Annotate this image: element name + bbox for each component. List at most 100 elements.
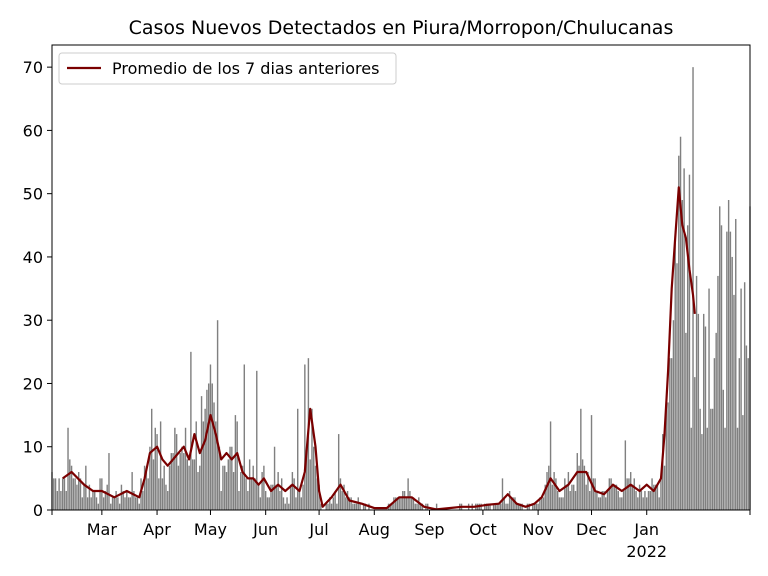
daily-case-bar [352,503,354,510]
daily-case-bar [318,484,320,510]
daily-case-bar [394,497,397,510]
daily-case-bar [95,497,98,510]
daily-case-bar [571,484,573,510]
daily-case-bar [118,503,121,510]
daily-case-bar [131,472,133,510]
daily-case-bar [254,478,256,510]
daily-case-bar [489,503,491,510]
daily-case-bar [65,491,67,510]
daily-case-bar [291,472,294,510]
daily-case-bar [651,478,653,510]
daily-case-bar [289,484,292,510]
daily-case-bar [129,497,132,510]
daily-case-bar [686,225,689,510]
daily-case-bar [537,503,539,510]
daily-case-bar [635,491,637,510]
daily-case-bar [485,503,488,510]
y-tick-label: 0 [33,501,43,520]
daily-case-bar [695,275,698,510]
daily-case-bar [161,478,164,510]
daily-case-bar [656,484,659,510]
daily-case-bar [200,396,203,510]
x-axis: Mar Apr May Jun Jul Aug Sep Oct Nov Dec Jan 2022 [51,510,751,561]
daily-case-bar [320,503,322,510]
daily-case-bar [612,484,614,510]
daily-case-bar [532,503,534,510]
daily-case-bar [410,497,413,510]
daily-case-bar [154,427,156,510]
daily-case-bar [268,497,270,510]
daily-case-bar [544,484,546,510]
daily-case-bar [204,408,206,510]
daily-case-bar [111,497,114,510]
daily-case-bar [225,472,228,510]
daily-case-bar [405,497,408,510]
daily-case-bar [610,478,612,510]
daily-case-bar [293,478,295,510]
daily-case-bar [558,497,561,510]
daily-case-bar [108,453,110,510]
daily-case-bar [642,497,644,510]
daily-case-bar [165,484,167,510]
daily-case-bar [608,478,611,510]
daily-case-bar [177,465,180,510]
daily-case-bar [512,497,514,510]
daily-case-bar [231,446,233,510]
daily-case-bar [542,497,545,510]
daily-case-bar [500,503,502,510]
daily-case-bar [138,503,140,510]
daily-case-bar [362,503,365,510]
daily-case-bar [211,383,213,510]
daily-case-bar [280,478,283,510]
daily-case-bar [136,497,139,510]
x-tick-label: May [194,520,227,539]
daily-case-bar [654,484,657,510]
daily-case-bar [213,402,215,510]
daily-case-bar [309,459,311,510]
daily-case-bar [498,503,500,510]
daily-case-bar [216,320,219,510]
daily-case-bar [742,415,744,510]
daily-case-bar [487,503,489,510]
daily-case-bar [745,345,748,510]
daily-case-bar [175,434,178,510]
daily-case-bar [560,497,562,510]
daily-case-bar [316,478,319,510]
daily-case-bar [710,408,712,510]
daily-case-bar [305,453,308,510]
seven-day-average-line [62,186,696,511]
daily-case-bar [535,503,538,510]
daily-case-bar [343,484,345,510]
daily-case-bar [69,459,71,510]
daily-case-bar [282,497,285,510]
daily-case-bar [188,465,190,510]
daily-case-bar [590,415,593,510]
daily-case-bar [149,446,151,510]
daily-case-bar [533,503,536,510]
daily-case-bar [507,503,509,510]
daily-case-bar [295,497,297,510]
daily-case-bar [181,446,183,510]
daily-case-bar [353,503,356,510]
daily-case-bar [569,491,571,510]
daily-case-bar [514,497,516,510]
daily-case-bar [364,503,367,510]
daily-case-bar [403,491,406,510]
daily-case-bar [257,484,260,510]
daily-case-bar [585,484,587,510]
daily-case-bar [202,421,205,510]
daily-case-bar [581,459,584,510]
daily-case-bar [90,497,92,510]
daily-case-bar [286,497,288,510]
daily-case-bar [638,484,641,510]
daily-case-bar [646,497,648,510]
daily-case-bar [143,465,146,510]
daily-case-bar [288,503,290,510]
daily-case-bar [94,491,96,510]
daily-case-bar [540,497,543,510]
daily-case-bar [134,497,137,510]
daily-case-bar [516,503,518,510]
daily-case-bar [722,389,724,510]
daily-case-bar [261,472,263,510]
daily-case-bar [565,484,568,510]
